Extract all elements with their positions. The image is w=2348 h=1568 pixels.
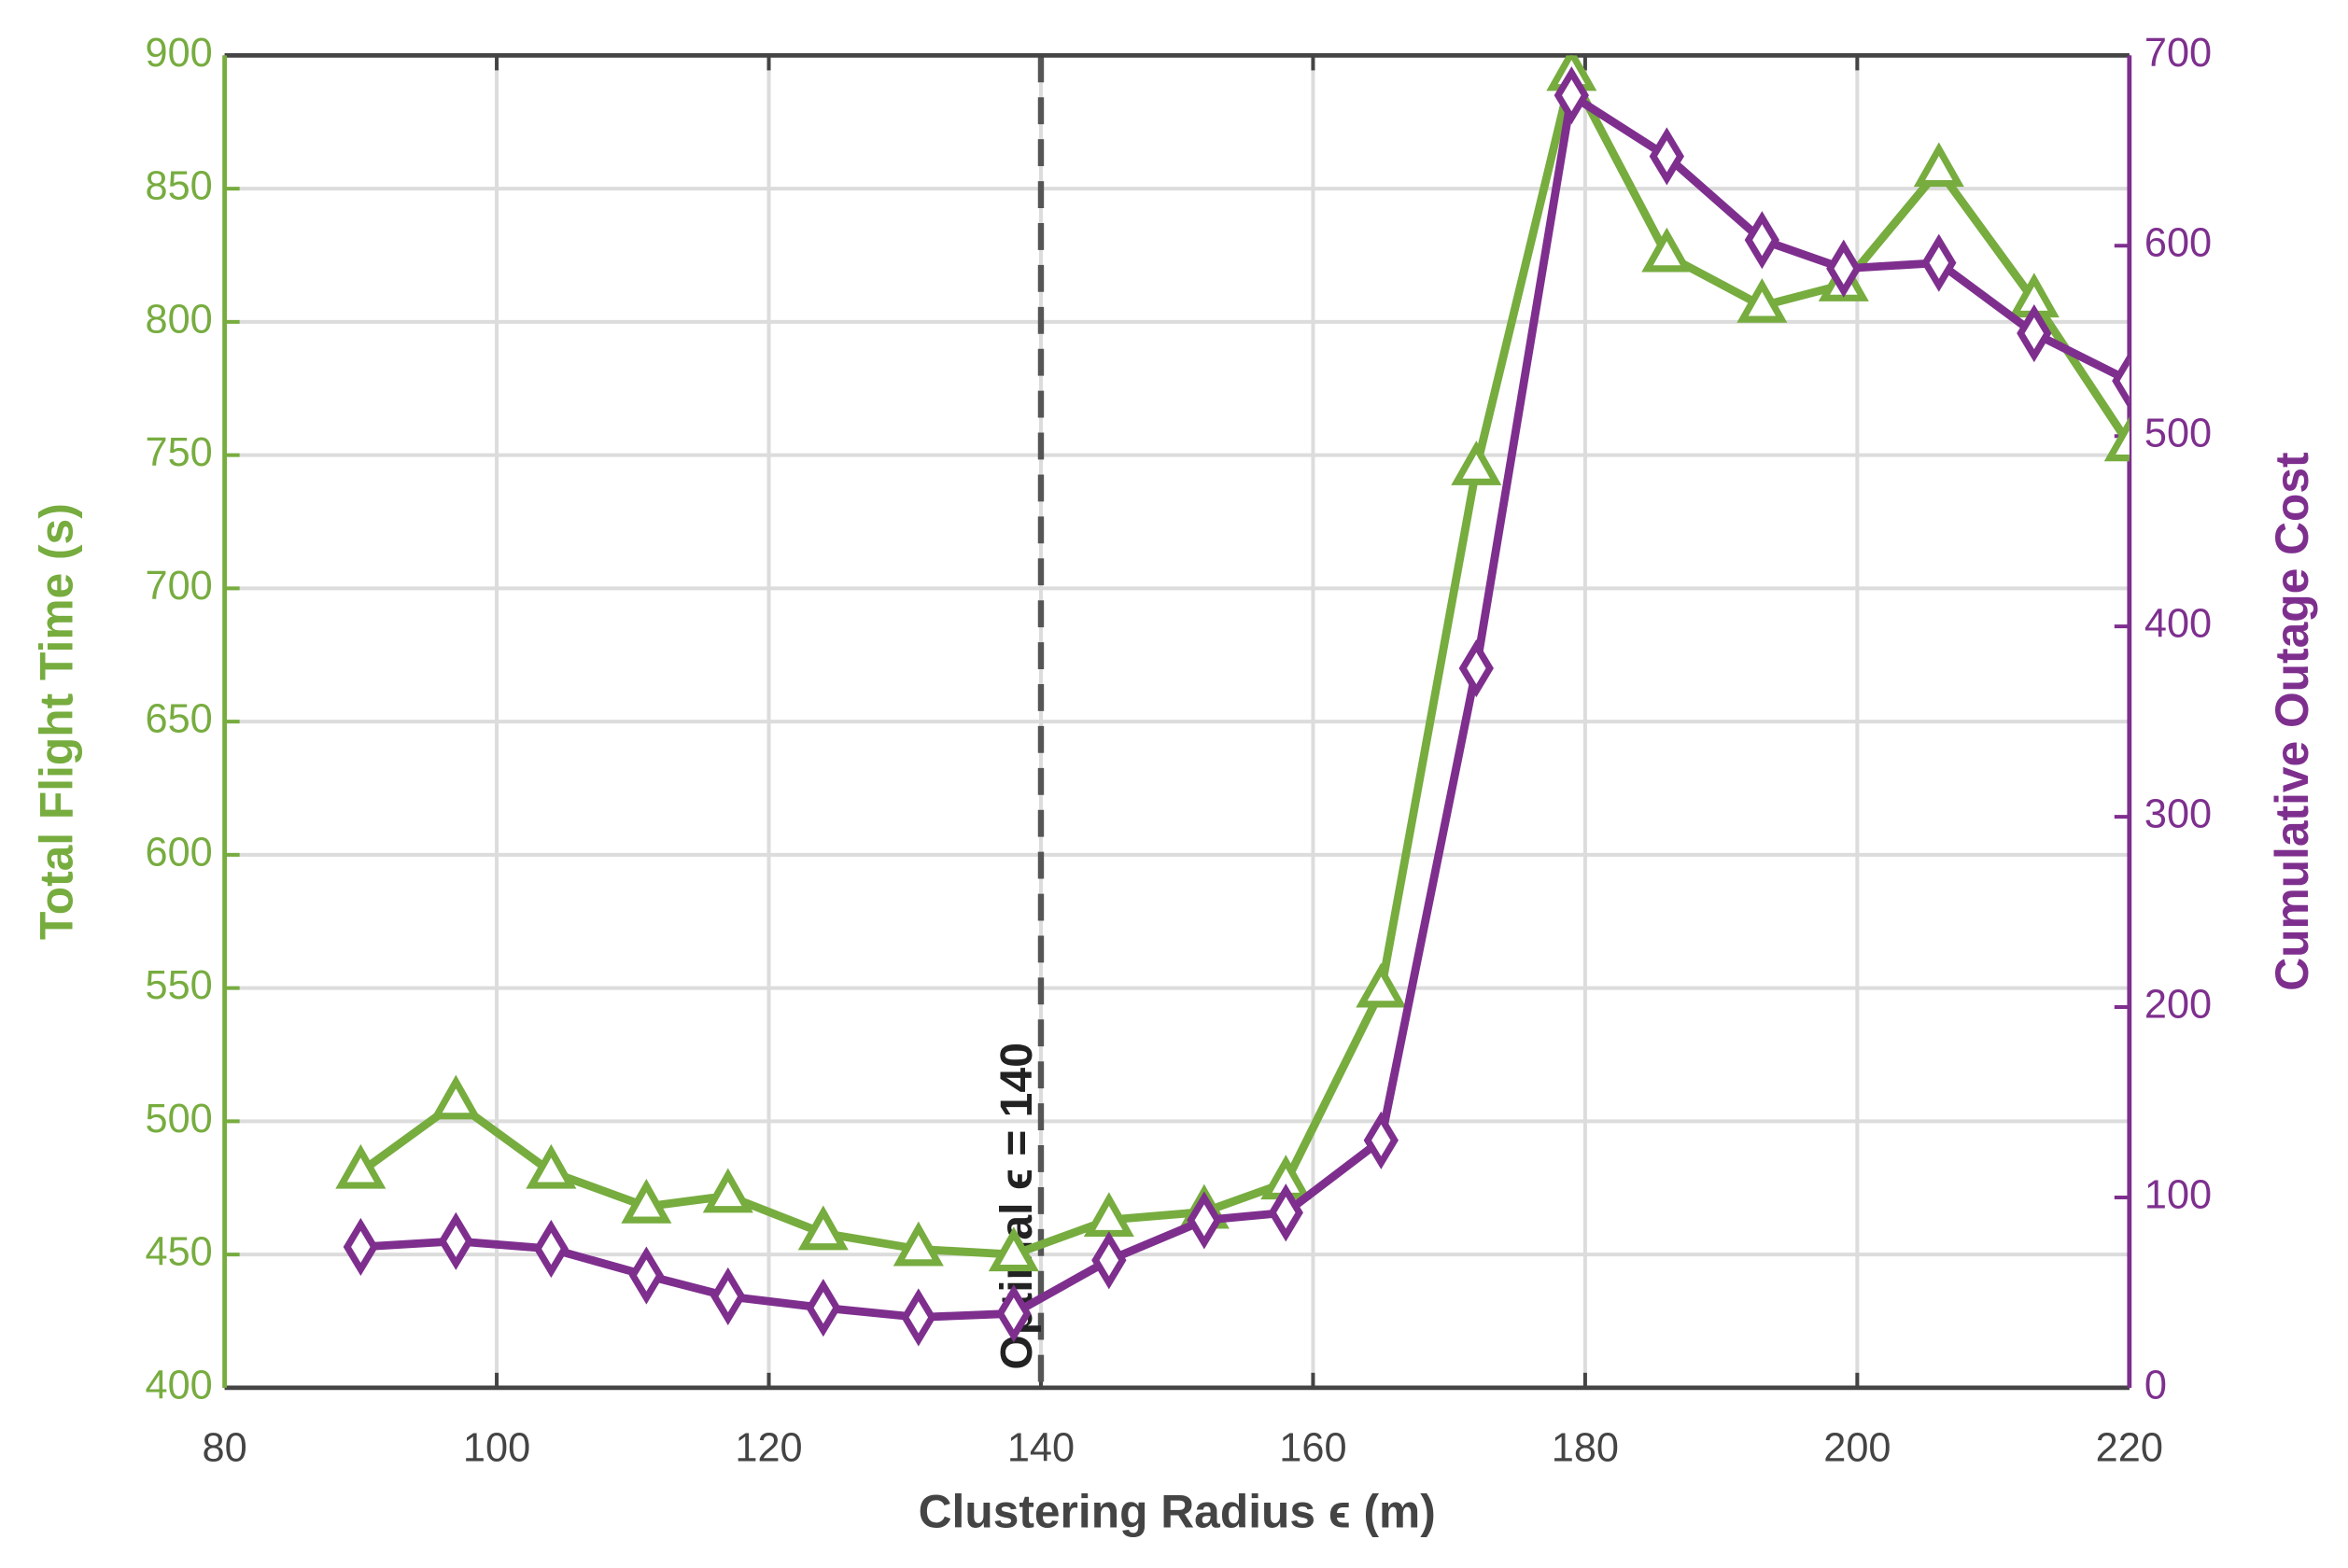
marker [343,1217,378,1277]
marker [2103,416,2130,462]
y-tick-label: 700 [146,564,213,609]
marker [2017,304,2052,363]
marker [1744,211,1779,270]
marker [1826,239,1862,298]
marker [806,1279,841,1337]
y-tick-label: 450 [146,1230,213,1275]
y-tick-label: 500 [146,1097,213,1141]
y2-axis-label: Cumulative Outage Cost [2266,452,2318,990]
x-tick-label: 220 [2096,1426,2163,1471]
y-tick-label: 400 [146,1363,213,1407]
marker [1356,962,1407,1008]
marker [1554,66,1589,125]
series-line [360,91,2130,1322]
y2-tick-label: 500 [2144,412,2212,456]
marker [335,1143,387,1189]
marker [430,1074,482,1120]
marker [1268,1183,1303,1242]
marker [1187,1191,1222,1250]
marker [621,1178,672,1224]
y2-tick-label: 200 [2144,982,2212,1027]
y-axis-label: Total Flight Time (s) [30,503,82,940]
plot-area [335,55,2130,1347]
y2-tick-label: 300 [2144,792,2212,837]
x-tick-label: 120 [735,1426,802,1471]
marker [901,1288,936,1347]
marker [988,1226,1039,1272]
marker [1913,142,1964,188]
marker [1091,1231,1127,1290]
y-tick-label: 850 [146,164,213,209]
marker [2112,352,2130,411]
y-tick-label: 550 [146,963,213,1008]
x-tick-label: 180 [1552,1426,1619,1471]
y2-tick-label: 400 [2144,602,2212,647]
marker [797,1205,849,1251]
marker [996,1284,1032,1343]
y-tick-label: 900 [146,31,213,76]
y2-tick-label: 0 [2144,1363,2167,1407]
y-tick-label: 750 [146,430,213,475]
marker [1649,127,1684,186]
marker [710,1267,746,1326]
y2-tick-label: 700 [2144,31,2212,76]
marker [1921,233,1957,292]
x-tick-label: 200 [1823,1426,1891,1471]
marker [893,1221,944,1267]
marker [1736,277,1788,323]
x-tick-label: 160 [1279,1426,1346,1471]
x-tick-label: 80 [203,1426,247,1471]
marker [533,1219,569,1279]
y2-tick-label: 600 [2144,221,2212,266]
marker [1458,638,1494,698]
y-tick-label: 650 [146,697,213,742]
series-line [358,69,2130,1259]
marker [438,1211,473,1270]
y-tick-label: 800 [146,297,213,342]
y-tick-label: 600 [146,830,213,875]
y2-tick-label: 100 [2144,1172,2212,1217]
marker [1363,1111,1399,1169]
x-axis-label: Clustering Radius ϵ (m) [919,1485,1436,1537]
marker [526,1143,577,1189]
marker [628,1246,665,1305]
marker [1641,227,1693,273]
marker [1451,441,1502,485]
x-tick-label: 140 [1007,1426,1075,1471]
marker [702,1168,753,1213]
x-tick-label: 100 [463,1426,530,1471]
